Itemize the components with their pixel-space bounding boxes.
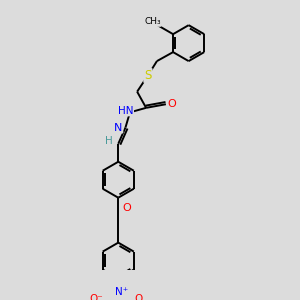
Text: CH₃: CH₃ — [144, 17, 161, 26]
Text: N⁺: N⁺ — [115, 287, 128, 297]
Text: H: H — [105, 136, 113, 146]
Text: O⁻: O⁻ — [90, 294, 104, 300]
Text: O: O — [135, 294, 143, 300]
Text: N: N — [114, 123, 122, 133]
Text: S: S — [144, 69, 152, 82]
Text: O: O — [122, 202, 131, 213]
Text: O: O — [167, 99, 176, 109]
Text: HN: HN — [118, 106, 133, 116]
